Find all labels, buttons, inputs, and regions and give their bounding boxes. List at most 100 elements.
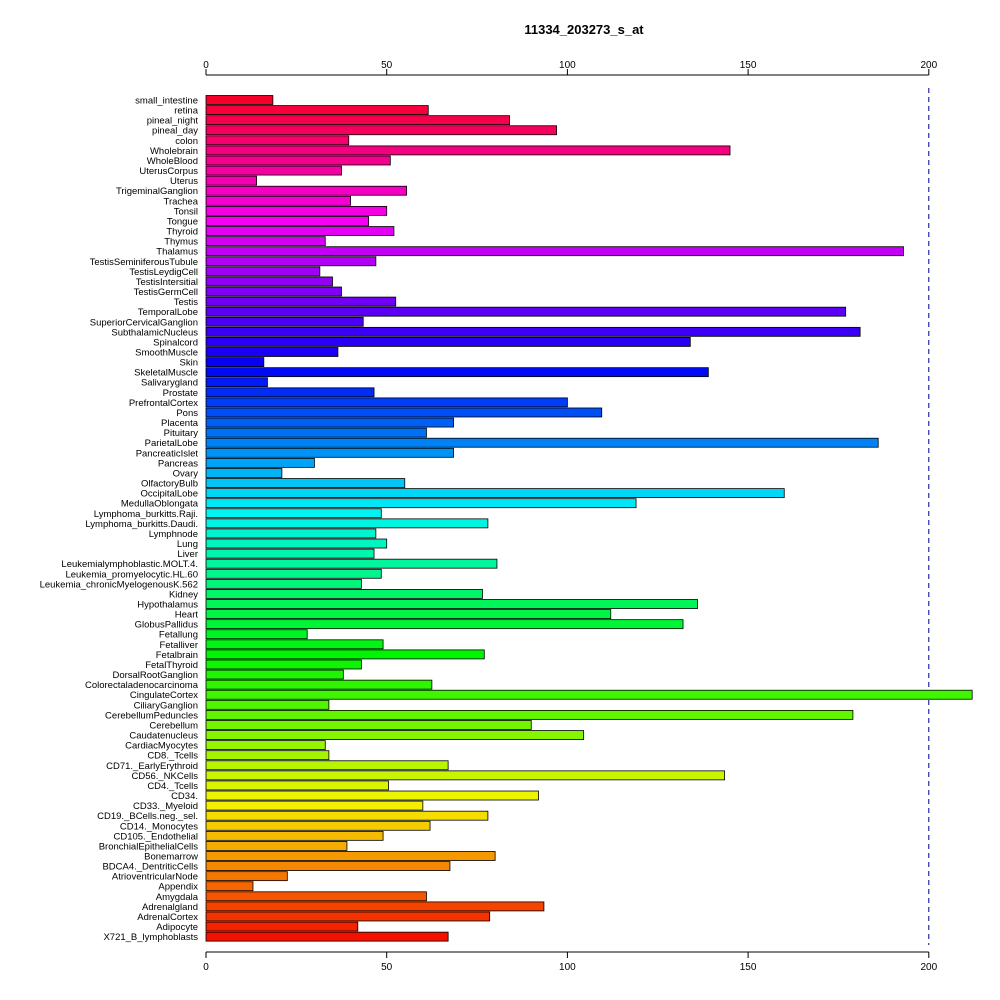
category-label: SkeletalMuscle xyxy=(134,368,198,379)
category-label: BDCA4._DentriticCells xyxy=(102,862,198,873)
bar xyxy=(205,679,433,690)
category-label: Tonsil xyxy=(174,206,198,217)
bar xyxy=(205,861,451,871)
bar xyxy=(205,508,382,519)
bar xyxy=(205,810,489,821)
bar xyxy=(205,125,557,136)
category-label: ParietalLobe xyxy=(145,438,198,449)
bar xyxy=(205,357,265,367)
bar xyxy=(205,226,395,236)
bar xyxy=(205,820,431,831)
category-label: AdrenalCortex xyxy=(137,912,198,923)
bar xyxy=(205,155,391,166)
bar xyxy=(205,377,268,388)
bar xyxy=(205,478,406,488)
category-label: CD56._NKCells xyxy=(131,771,198,782)
category-label: Skin xyxy=(180,358,198,369)
bar xyxy=(205,619,684,630)
bar xyxy=(205,488,785,499)
top-tick-label: 50 xyxy=(381,60,393,71)
bar xyxy=(205,558,498,569)
category-label: CardiacMyocytes xyxy=(125,741,198,752)
category-label: Trachea xyxy=(164,196,199,207)
bar xyxy=(205,841,348,851)
bar xyxy=(205,115,510,126)
bars-group xyxy=(205,95,973,942)
category-label: Adrenalgland xyxy=(142,902,198,913)
bar xyxy=(205,337,691,347)
bar xyxy=(205,740,326,751)
category-label: Amygdala xyxy=(156,892,199,903)
bar xyxy=(205,437,879,448)
category-label: DorsalRootGanglion xyxy=(112,670,198,681)
bar xyxy=(205,881,254,892)
category-label: Pons xyxy=(176,408,198,419)
bar xyxy=(205,205,388,216)
bar xyxy=(205,276,333,287)
category-label: Spinalcord xyxy=(153,337,198,348)
category-label: TestisGermCell xyxy=(134,287,198,298)
category-label: GlobusPallidus xyxy=(135,620,199,631)
category-label: UterusCorpus xyxy=(139,166,198,177)
category-label: pineal_night xyxy=(147,116,199,127)
category-label: AtrioventricularNode xyxy=(112,872,198,883)
bar xyxy=(205,568,382,579)
category-label: TestisSeminiferousTubule xyxy=(90,257,198,268)
bar xyxy=(205,135,350,146)
bottom-tick-label: 150 xyxy=(740,962,757,973)
bar xyxy=(205,347,339,357)
category-label: Leukemia_promyelocytic.HL.60 xyxy=(65,569,198,580)
category-label: Lymphoma_burkitts.Daudi. xyxy=(85,519,198,530)
bar xyxy=(205,770,726,781)
category-label: Uterus xyxy=(170,176,198,187)
bar xyxy=(205,669,344,680)
category-label: Hypothalamus xyxy=(137,600,198,611)
bar xyxy=(205,629,308,640)
bar xyxy=(205,750,330,761)
category-label: colon xyxy=(175,136,198,147)
category-label: OccipitalLobe xyxy=(140,489,198,500)
bar xyxy=(205,709,854,720)
bar xyxy=(205,518,489,529)
bar xyxy=(205,578,362,589)
bar xyxy=(205,175,257,186)
bar xyxy=(205,256,377,267)
bottom-tick-label: 200 xyxy=(920,962,937,973)
category-label: Thymus xyxy=(164,237,198,248)
category-label: Pancreas xyxy=(158,458,198,469)
bar xyxy=(205,286,342,297)
category-label: CerebellumPeduncles xyxy=(105,710,198,721)
top-tick-label: 200 xyxy=(920,60,937,71)
category-label: Adipocyte xyxy=(156,922,198,933)
bar xyxy=(205,528,377,539)
bar xyxy=(205,165,342,176)
bar xyxy=(205,216,370,226)
category-label: WholeBlood xyxy=(147,156,198,167)
category-label: CiliaryGanglion xyxy=(134,700,198,711)
bar xyxy=(205,447,454,458)
bar xyxy=(205,95,274,105)
bar xyxy=(205,720,532,730)
bar xyxy=(205,800,424,811)
category-label: CD14._Monocytes xyxy=(120,821,198,832)
category-label: Testis xyxy=(174,297,199,308)
category-label: Wholebrain xyxy=(150,146,198,157)
category-label: Tongue xyxy=(167,216,198,227)
bar xyxy=(205,246,904,257)
category-label: retina xyxy=(174,106,198,117)
bar xyxy=(205,851,496,861)
bar xyxy=(205,397,568,408)
bar xyxy=(205,639,384,650)
category-label: SubthalamicNucleus xyxy=(111,327,198,338)
category-label: TemporalLobe xyxy=(138,307,198,318)
bottom-x-axis: 0 50 100 150 200 xyxy=(203,951,938,973)
bar xyxy=(205,145,731,156)
bar xyxy=(205,417,454,428)
category-label: CD105._Endothelial xyxy=(113,831,198,842)
bar xyxy=(205,659,362,670)
bar xyxy=(205,316,364,327)
bar xyxy=(205,236,326,247)
bar xyxy=(205,538,388,549)
category-label: BronchialEpithelialCells xyxy=(99,841,199,852)
